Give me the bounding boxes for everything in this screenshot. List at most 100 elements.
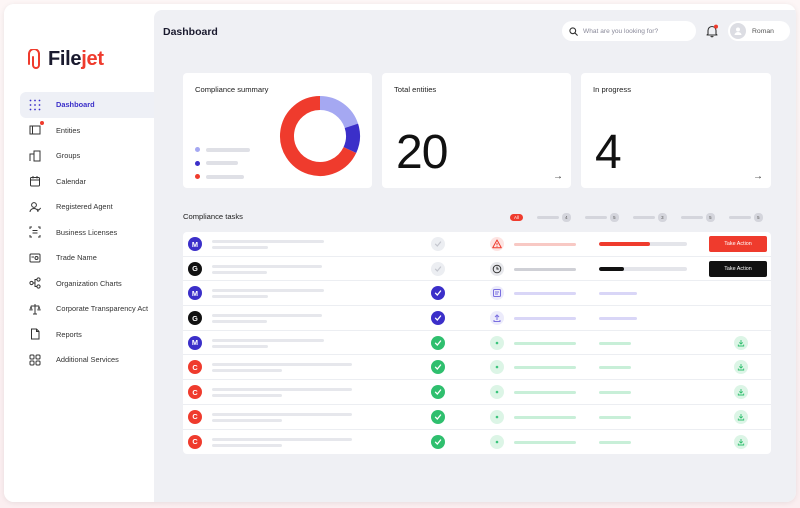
filter-count: 5 bbox=[753, 213, 763, 222]
sidebar-item-trade-name[interactable]: Trade Name bbox=[20, 245, 154, 271]
sidebar-item-dashboard[interactable]: Dashboard bbox=[20, 92, 154, 118]
legend-dot bbox=[195, 147, 200, 153]
in-progress-card[interactable]: In progress 4 → bbox=[581, 73, 771, 188]
task-label-placeholder bbox=[514, 415, 576, 419]
take-action-button[interactable]: Take Action bbox=[709, 236, 767, 252]
notifications-button[interactable] bbox=[705, 24, 719, 38]
table-row[interactable]: C bbox=[183, 405, 771, 430]
sidebar-item-business-licenses[interactable]: Business Licenses bbox=[20, 220, 154, 246]
user-menu[interactable]: Roman bbox=[728, 21, 790, 41]
search-input[interactable]: What are you looking for? bbox=[583, 27, 659, 35]
task-detail-placeholder bbox=[599, 341, 631, 345]
compliance-donut-chart bbox=[280, 96, 360, 176]
arrow-right-icon[interactable]: → bbox=[553, 171, 563, 182]
task-check-button[interactable] bbox=[431, 311, 445, 326]
download-icon bbox=[737, 389, 745, 396]
sidebar-item-label: Entities bbox=[56, 125, 81, 135]
reports-icon bbox=[28, 327, 42, 341]
task-detail-placeholder bbox=[599, 366, 631, 370]
download-button[interactable] bbox=[734, 409, 748, 424]
sidebar-item-entities[interactable]: Entities bbox=[20, 118, 154, 144]
table-row[interactable]: C bbox=[183, 355, 771, 381]
task-label-placeholder bbox=[514, 292, 576, 296]
download-icon bbox=[737, 438, 745, 445]
app-window: Filejet Dashboard Entities Groups Calendar R… bbox=[4, 4, 796, 502]
entity-name-placeholder bbox=[212, 240, 324, 243]
table-row[interactable]: G bbox=[183, 306, 771, 331]
task-check-button[interactable] bbox=[431, 360, 445, 375]
sidebar-item-label: Organization Charts bbox=[56, 278, 122, 288]
bell-icon bbox=[706, 24, 718, 38]
filter-all[interactable]: All bbox=[510, 214, 523, 221]
dot-icon bbox=[492, 437, 502, 447]
compliance-summary-card[interactable]: Compliance summary bbox=[183, 73, 372, 188]
task-progress-bar bbox=[599, 266, 687, 271]
filter-tab[interactable]: 3 bbox=[632, 213, 667, 222]
progress-fill bbox=[599, 266, 624, 271]
notification-dot bbox=[40, 121, 44, 126]
task-detail-placeholder bbox=[599, 415, 631, 419]
sidebar-item-groups[interactable]: Groups bbox=[20, 143, 154, 169]
task-check-button[interactable] bbox=[431, 409, 445, 424]
logo-text-jet: jet bbox=[81, 48, 104, 70]
filter-tab[interactable]: 5 bbox=[680, 213, 715, 222]
download-button[interactable] bbox=[734, 360, 748, 375]
logo[interactable]: Filejet bbox=[28, 48, 104, 71]
task-check-button[interactable] bbox=[431, 237, 445, 251]
table-row[interactable]: M bbox=[183, 281, 771, 307]
filter-count: 5 bbox=[705, 213, 715, 222]
sidebar-item-registered-agent[interactable]: Registered Agent bbox=[20, 194, 154, 220]
task-label-placeholder bbox=[514, 267, 576, 271]
task-check-button[interactable] bbox=[431, 286, 445, 301]
task-check-button[interactable] bbox=[431, 385, 445, 400]
search-box[interactable]: What are you looking for? bbox=[562, 21, 696, 41]
download-icon bbox=[737, 364, 745, 371]
filter-label-placeholder bbox=[536, 216, 559, 219]
clock-icon bbox=[492, 264, 502, 274]
table-row[interactable]: G Take Action bbox=[183, 257, 771, 282]
table-row[interactable]: M Take Action bbox=[183, 232, 771, 257]
sidebar-item-label: Business Licenses bbox=[56, 227, 118, 237]
take-action-button[interactable]: Take Action bbox=[709, 260, 767, 277]
table-row[interactable]: M bbox=[183, 331, 771, 356]
entity-name-placeholder bbox=[212, 264, 322, 268]
card-title: In progress bbox=[593, 85, 631, 94]
task-check-button[interactable] bbox=[431, 434, 445, 449]
download-button[interactable] bbox=[734, 335, 748, 350]
logo-text: Filejet bbox=[48, 48, 104, 71]
total-entities-value: 20 bbox=[396, 126, 448, 179]
task-check-button[interactable] bbox=[431, 261, 445, 276]
dot-icon bbox=[492, 412, 502, 422]
entity-subtitle-placeholder bbox=[212, 394, 282, 398]
total-entities-card[interactable]: Total entities 20 → bbox=[382, 73, 571, 188]
filter-tab[interactable]: 5 bbox=[728, 213, 763, 222]
sidebar-item-organization-charts[interactable]: Organization Charts bbox=[20, 271, 154, 297]
legend-dot bbox=[195, 174, 200, 180]
groups-icon bbox=[28, 149, 42, 163]
arrow-right-icon[interactable]: → bbox=[753, 171, 763, 182]
download-button[interactable] bbox=[734, 385, 748, 400]
filter-tab[interactable]: 5 bbox=[584, 213, 619, 222]
sidebar-item-corporate-transparency-act[interactable]: Corporate Transparency Act bbox=[20, 296, 154, 322]
table-row[interactable]: C bbox=[183, 430, 771, 455]
legend-item bbox=[195, 170, 250, 184]
checkmark-icon bbox=[434, 315, 442, 322]
donut-slice bbox=[319, 96, 359, 129]
checkmark-icon bbox=[434, 364, 442, 371]
entity-subtitle-placeholder bbox=[212, 246, 268, 249]
task-check-button[interactable] bbox=[431, 335, 445, 350]
sidebar-item-additional-services[interactable]: Additional Services bbox=[20, 347, 154, 373]
entity-avatar: C bbox=[188, 409, 202, 424]
table-row[interactable]: C bbox=[183, 380, 771, 405]
sidebar-item-reports[interactable]: Reports bbox=[20, 322, 154, 348]
download-button[interactable] bbox=[734, 434, 748, 449]
task-detail-placeholder bbox=[599, 391, 631, 395]
entity-avatar: M bbox=[188, 286, 202, 301]
paperclip-logo-icon bbox=[28, 48, 40, 69]
filter-tab[interactable]: 4 bbox=[536, 213, 571, 222]
filter-all-pill[interactable]: All bbox=[510, 214, 523, 221]
registered-agent-icon bbox=[28, 200, 42, 214]
sidebar-item-label: Calendar bbox=[56, 176, 86, 186]
donut-slice bbox=[280, 96, 357, 176]
sidebar-item-calendar[interactable]: Calendar bbox=[20, 169, 154, 195]
